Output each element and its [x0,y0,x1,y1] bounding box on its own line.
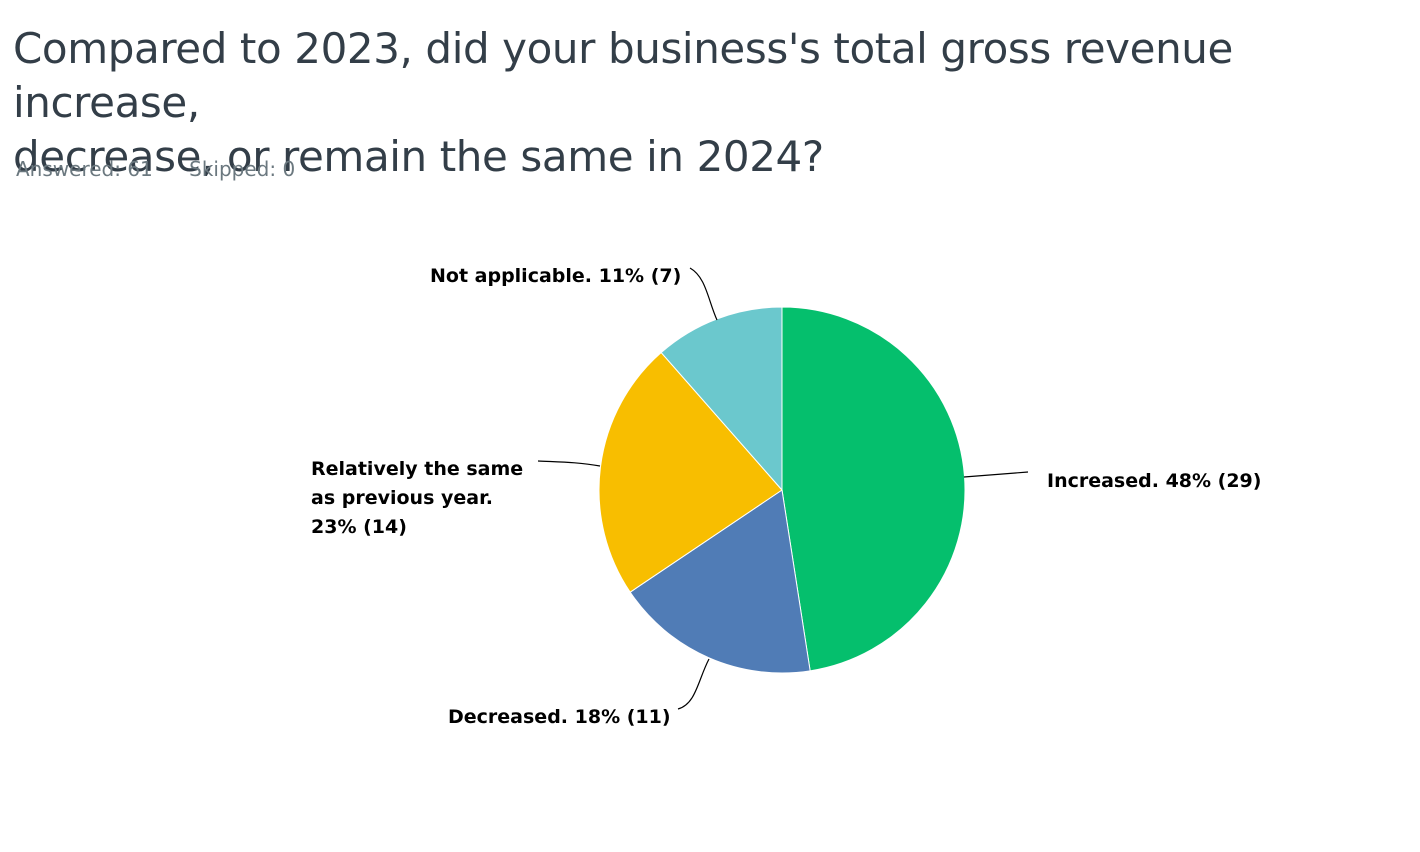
skipped-count: Skipped: 0 [189,157,296,181]
response-stats: Answered: 61 Skipped: 0 [16,157,295,181]
slice-label-1: Increased. 48% (29) [1047,470,1261,492]
pie-slice-1 [781,306,966,672]
slice-label-line: 23% (14) [311,516,407,538]
answered-count: Answered: 61 [16,157,153,181]
leader-line-2 [677,658,710,710]
slice-label-line: Decreased. 18% (11) [448,706,671,728]
slice-label-line: as previous year. [311,487,493,509]
slice-label-line: Not applicable. 11% (7) [430,265,681,287]
pie-slice-4 [660,306,783,492]
pie-slice-2 [629,489,811,674]
pie-slice-3 [598,351,783,593]
question-title-line1: Compared to 2023, did your business's to… [13,24,1233,127]
slice-label-3: Relatively the same as previous year. 23% … [311,458,523,538]
slice-label-line: Increased. 48% (29) [1047,470,1261,492]
question-title-line2: decrease, or remain the same in 2024? [13,132,824,181]
slice-label-4: Not applicable. 11% (7) [430,265,681,287]
question-title: Compared to 2023, did your business's to… [13,22,1413,184]
leader-line-1 [963,471,1029,478]
slice-label-line: Relatively the same [311,458,523,480]
leader-line-3 [537,460,601,467]
slice-label-2: Decreased. 18% (11) [448,706,671,728]
leader-line-4 [689,267,718,321]
